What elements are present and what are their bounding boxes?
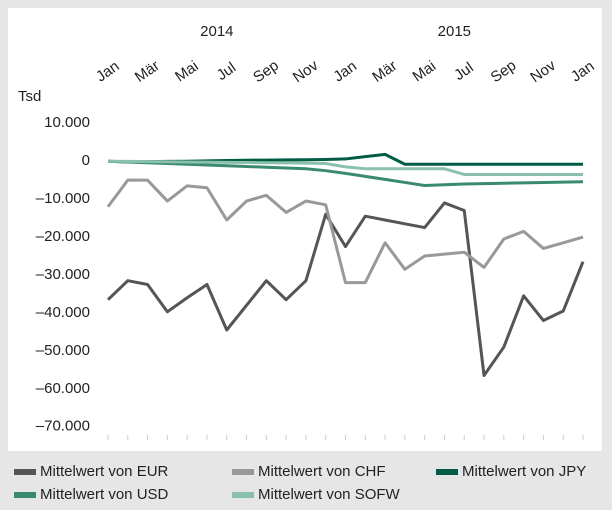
y-tick-label: –30.000 <box>36 266 90 283</box>
line-series <box>106 201 585 378</box>
y-tick-label: –20.000 <box>36 228 90 245</box>
legend-swatch <box>232 492 254 498</box>
line-series <box>107 159 584 187</box>
legend-label: Mittelwert von SOFW <box>258 486 401 503</box>
legend-swatch <box>232 469 254 475</box>
year-label: 2014 <box>200 23 233 40</box>
y-tick-label: –70.000 <box>36 418 90 435</box>
legend-label: Mittelwert von EUR <box>40 463 169 480</box>
legend-label: Mittelwert von JPY <box>462 463 586 480</box>
legend-swatch <box>436 469 458 475</box>
legend-label: Mittelwert von CHF <box>258 463 386 480</box>
y-tick-label: 0 <box>82 152 90 169</box>
y-tick-label: –50.000 <box>36 342 90 359</box>
y-tick-label: –10.000 <box>36 190 90 207</box>
y-tick-label: –60.000 <box>36 380 90 397</box>
y-tick-label: 10.000 <box>44 114 90 131</box>
y-tick-label: –40.000 <box>36 304 90 321</box>
plot-background <box>8 8 602 451</box>
year-label: 2015 <box>438 23 471 40</box>
legend-label: Mittelwert von USD <box>40 486 169 503</box>
legend-swatch <box>14 469 36 475</box>
y-axis-label: Tsd <box>18 88 41 105</box>
legend-swatch <box>14 492 36 498</box>
line-series <box>107 159 583 176</box>
line-series <box>106 178 584 285</box>
